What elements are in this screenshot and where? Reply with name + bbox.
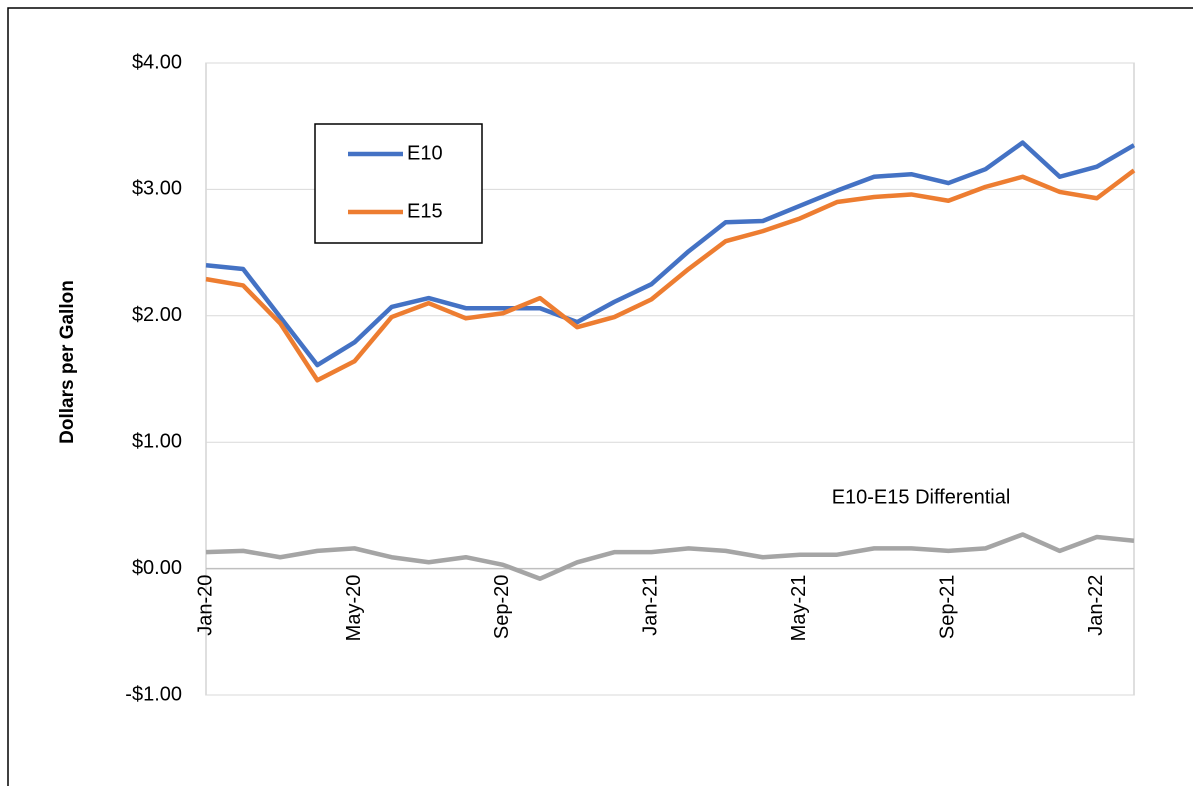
x-tick-label: May-20: [343, 575, 365, 642]
y-tick-label: $0.00: [132, 557, 182, 579]
series-line: [205, 140, 1136, 368]
x-tick-label: May-21: [788, 575, 810, 642]
y-tick-label: $3.00: [132, 178, 182, 200]
legend-label: E10: [407, 142, 443, 164]
legend-label: E15: [407, 200, 443, 222]
x-tick-label: Sep-20: [491, 575, 513, 640]
y-axis-label: Dollars per Gallon: [57, 280, 78, 444]
y-tick-label: $4.00: [132, 51, 182, 73]
x-tick-label: Jan-21: [640, 575, 662, 636]
series-line: [205, 532, 1135, 581]
y-tick-label: $2.00: [132, 304, 182, 326]
y-tick-label: $1.00: [132, 430, 182, 452]
series-line: [205, 168, 1136, 383]
series-annotation: E10-E15 Differential: [832, 486, 1011, 508]
y-tick-label: -$1.00: [125, 683, 182, 705]
x-tick-label: Jan-22: [1085, 575, 1107, 636]
legend-box: [314, 123, 483, 244]
frame: [7, 7, 1193, 786]
x-tick-label: Jan-20: [194, 575, 216, 636]
x-tick-label: Sep-21: [937, 575, 959, 640]
